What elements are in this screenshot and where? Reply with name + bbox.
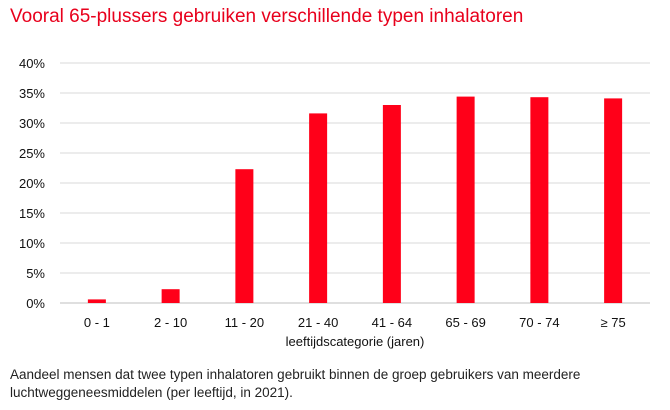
bar	[604, 98, 623, 304]
y-tick-label: 10%	[19, 236, 45, 251]
gridlines	[60, 62, 650, 304]
y-axis-ticks: 0% 5% 10% 15% 20% 25% 30% 35% 40%	[19, 56, 45, 311]
chart-title: Vooral 65-plussers gebruiken verschillen…	[10, 6, 524, 27]
x-axis-ticks: 0 - 1 2 - 10 11 - 20 21 - 40 41 - 64 65 - 69 7…	[84, 315, 626, 330]
bar	[87, 299, 106, 303]
y-tick-label: 40%	[19, 56, 45, 71]
x-axis-label: leeftijdscategorie (jaren)	[286, 334, 425, 349]
x-tick-label: 70 - 74	[519, 315, 559, 330]
x-tick-label: 0 - 1	[84, 315, 110, 330]
x-tick-label: 21 - 40	[298, 315, 338, 330]
x-tick-label: ≥ 75	[601, 315, 626, 330]
x-tick-label: 41 - 64	[372, 315, 412, 330]
y-tick-label: 0%	[26, 296, 45, 311]
bar	[161, 289, 180, 303]
bar	[456, 96, 475, 303]
bar	[235, 169, 254, 303]
bar-chart: 0% 5% 10% 15% 20% 25% 30% 35% 40% 0 - 1 2 - 10 11 …	[19, 56, 650, 349]
bars	[87, 96, 623, 304]
y-tick-label: 5%	[26, 266, 45, 281]
y-tick-label: 15%	[19, 206, 45, 221]
bar	[530, 97, 549, 303]
y-tick-label: 30%	[19, 116, 45, 131]
x-tick-label: 11 - 20	[225, 315, 265, 330]
chart-caption: Aandeel mensen dat twee typen inhalatore…	[10, 367, 581, 400]
y-tick-label: 35%	[19, 86, 45, 101]
bar	[309, 113, 328, 304]
y-tick-label: 25%	[19, 146, 45, 161]
bar	[382, 105, 401, 303]
x-tick-label: 2 - 10	[154, 315, 187, 330]
x-tick-label: 65 - 69	[445, 315, 485, 330]
y-tick-label: 20%	[19, 176, 45, 191]
